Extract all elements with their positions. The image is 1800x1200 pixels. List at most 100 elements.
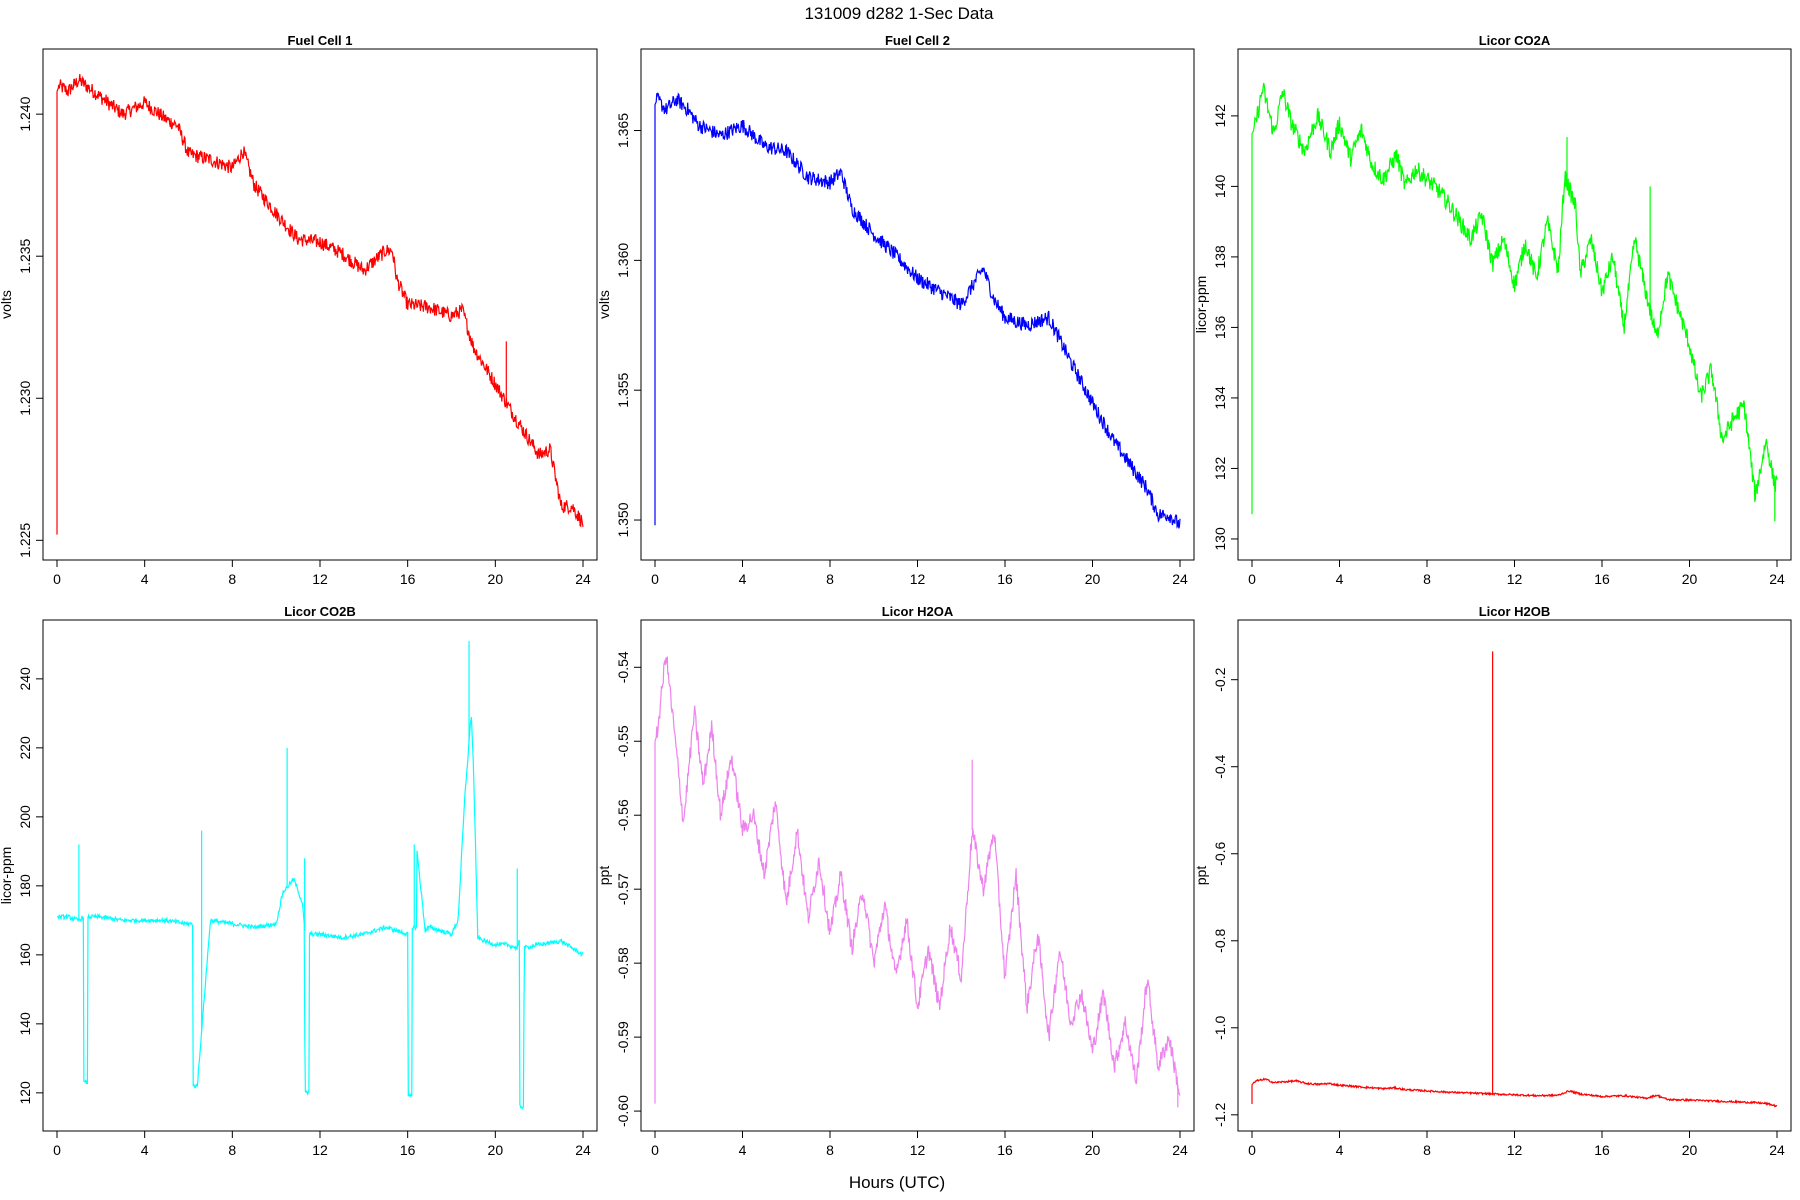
y-tick-label: 130 [1212,527,1228,551]
x-tick-label: 16 [997,1142,1013,1158]
y-tick-label: -0.2 [1212,667,1228,691]
x-tick-label: 12 [312,1142,328,1158]
x-tick-label: 8 [228,1142,236,1158]
y-tick-label: 220 [17,736,33,760]
x-tick-label: 4 [739,1142,747,1158]
x-tick-label: 8 [228,571,236,587]
x-tick-label: 4 [739,571,747,587]
y-tick-label: 1.240 [17,96,33,131]
x-tick-label: 0 [53,1142,61,1158]
x-tick-label: 0 [1248,1142,1256,1158]
chart-panel-2: Fuel Cell 2 volts 0 4 8 12 16 20 24 1.350 1.355 1.3… [596,33,1195,587]
series-line [654,92,1181,529]
y-axis-label: volts [596,290,612,319]
y-tick-label: -0.6 [1212,841,1228,865]
chart-panel-6: Licor H2OB ppt 0 4 8 12 16 20 24 -1.2 -1.0 -0.8 -0.6… [1193,604,1792,1158]
x-tick-label: 8 [1423,1142,1431,1158]
y-tick-label: 120 [17,1081,33,1105]
y-tick-label: -0.58 [615,947,631,979]
y-tick-label: 140 [17,1012,33,1036]
plot-frame [640,48,1195,561]
y-tick-label: 138 [1212,245,1228,269]
figure-title: 131009 d282 1-Sec Data [804,4,994,23]
y-axis-label: ppt [1193,866,1209,886]
x-tick-label: 8 [826,1142,834,1158]
panel-title: Licor CO2B [284,604,356,619]
x-tick-label: 12 [312,571,328,587]
series-line [1251,1077,1778,1108]
x-tick-label: 4 [1336,571,1344,587]
y-tick-label: 1.350 [615,502,631,537]
y-tick-label: -0.55 [615,725,631,757]
y-tick-label: 1.225 [17,523,33,558]
y-tick-label: 200 [17,805,33,829]
y-axis-label: volts [0,290,14,319]
chart-panel-4: Licor CO2B licor-ppm 0 4 8 12 16 20 24 120 140 160 1… [0,604,598,1158]
x-tick-label: 20 [488,1142,504,1158]
x-tick-label: 8 [826,571,834,587]
x-tick-label: 24 [1172,571,1188,587]
y-tick-label: -0.60 [615,1095,631,1127]
y-tick-label: 132 [1212,457,1228,481]
plot-frame [1237,619,1792,1132]
y-tick-label: 1.360 [615,243,631,278]
y-tick-label: -0.57 [615,873,631,905]
x-tick-label: 0 [651,571,659,587]
y-axis-label: licor-ppm [1193,276,1209,334]
panel-title: Fuel Cell 2 [885,33,950,48]
y-tick-label: 1.365 [615,113,631,148]
x-tick-label: 0 [53,571,61,587]
x-tick-label: 16 [997,571,1013,587]
x-tick-label: 4 [1336,1142,1344,1158]
y-tick-label: 134 [1212,386,1228,410]
y-tick-label: 1.230 [17,381,33,416]
x-tick-label: 20 [1085,1142,1101,1158]
y-tick-label: 1.235 [17,238,33,273]
y-tick-label: -0.8 [1212,928,1228,952]
chart-panel-3: Licor CO2A licor-ppm 0 4 8 12 16 20 24 130 132 134 1… [1193,33,1792,587]
y-tick-label: 240 [17,667,33,691]
x-tick-label: 4 [141,1142,149,1158]
x-tick-label: 16 [1594,1142,1610,1158]
y-tick-label: -0.56 [615,799,631,831]
panel-title: Licor CO2A [1479,33,1551,48]
panel-title: Fuel Cell 1 [287,33,352,48]
y-tick-label: -0.59 [615,1021,631,1053]
x-tick-label: 24 [1769,571,1785,587]
y-tick-label: -0.4 [1212,754,1228,778]
x-tick-label: 12 [910,571,926,587]
x-tick-label: 0 [1248,571,1256,587]
x-tick-label: 24 [575,1142,591,1158]
x-tick-label: 20 [1682,571,1698,587]
plot-frame [42,48,598,561]
x-tick-label: 0 [651,1142,659,1158]
y-tick-label: -1.0 [1212,1016,1228,1040]
chart-panel-5: Licor H2OA ppt 0 4 8 12 16 20 24 -0.60 -0.59 -0.58 -… [596,604,1195,1158]
x-tick-label: 12 [1507,1142,1523,1158]
y-tick-label: 160 [17,943,33,967]
series-line [57,717,584,1110]
plot-frame [42,619,598,1132]
x-tick-label: 8 [1423,571,1431,587]
series-line [654,656,1181,1096]
x-tick-label: 16 [400,571,416,587]
y-tick-label: 1.355 [615,372,631,407]
panel-title: Licor H2OA [882,604,954,619]
series-line [1251,82,1778,503]
y-axis-label: licor-ppm [0,847,14,905]
x-tick-label: 24 [1172,1142,1188,1158]
y-tick-label: -0.54 [615,651,631,683]
y-tick-label: 136 [1212,316,1228,340]
chart-panel-1: Fuel Cell 1 volts 0 4 8 12 16 20 24 1.225 1.230 1.2… [0,33,598,587]
x-tick-label: 16 [1594,571,1610,587]
y-tick-label: 180 [17,874,33,898]
series-line [56,73,584,528]
figure-xlabel: Hours (UTC) [849,1173,945,1192]
x-tick-label: 20 [488,571,504,587]
panel-title: Licor H2OB [1479,604,1551,619]
y-tick-label: 142 [1212,104,1228,128]
y-tick-label: -1.2 [1212,1103,1228,1127]
x-tick-label: 12 [910,1142,926,1158]
x-tick-label: 4 [141,571,149,587]
